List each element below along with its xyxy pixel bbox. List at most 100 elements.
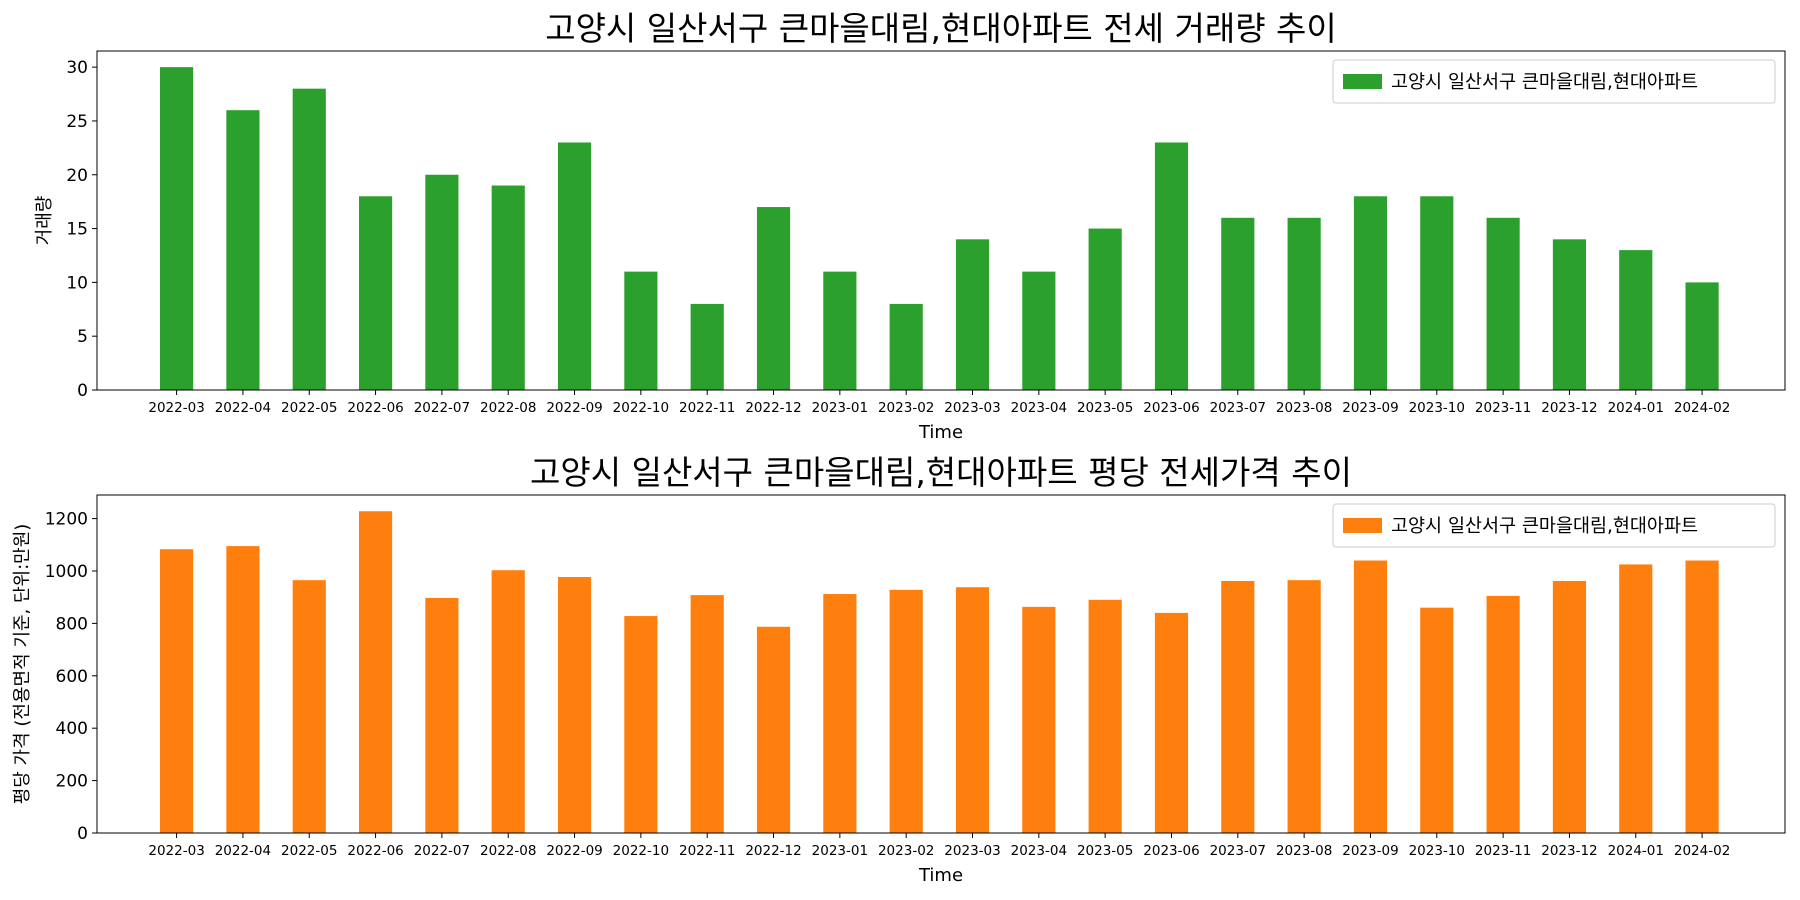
- x-tick-label: 2023-05: [1077, 843, 1133, 859]
- x-tick-label: 2022-12: [745, 843, 801, 859]
- x-tick-label: 2023-01: [812, 400, 868, 416]
- x-tick-label: 2022-04: [215, 400, 271, 416]
- y-tick-label: 1200: [45, 510, 88, 530]
- x-tick-label: 2023-03: [944, 400, 1000, 416]
- x-tick-label: 2023-09: [1342, 400, 1398, 416]
- x-tick-label: 2024-01: [1608, 843, 1664, 859]
- x-axis-label: Time: [918, 422, 963, 443]
- x-tick-label: 2022-04: [215, 843, 271, 859]
- x-tick-label: 2023-02: [878, 400, 934, 416]
- x-tick-label: 2023-12: [1541, 400, 1597, 416]
- bar-2022-04: [226, 546, 260, 833]
- bar-2023-06: [1154, 142, 1189, 390]
- bar-2023-08: [1287, 580, 1321, 833]
- y-tick-label: 30: [66, 58, 88, 78]
- bar-2024-02: [1685, 282, 1719, 390]
- bar-2022-07: [425, 597, 459, 833]
- bar-2024-01: [1619, 250, 1653, 390]
- bar-2023-05: [1088, 599, 1122, 833]
- x-tick-label: 2022-08: [480, 400, 536, 416]
- bar-2022-10: [624, 271, 658, 390]
- y-tick-label: 10: [66, 273, 88, 293]
- y-tick-label: 15: [66, 220, 88, 240]
- bar-2023-02: [889, 589, 923, 833]
- legend-label: 고양시 일산서구 큰마을대림,현대아파트: [1391, 72, 1698, 93]
- bar-2023-01: [823, 594, 857, 833]
- bar-2022-05: [292, 580, 326, 833]
- x-tick-label: 2022-09: [546, 843, 602, 859]
- x-tick-label: 2023-04: [1011, 400, 1067, 416]
- bar-2023-09: [1353, 196, 1388, 390]
- x-tick-label: 2023-07: [1210, 400, 1266, 416]
- bar-2022-12: [756, 626, 791, 833]
- legend-box: [1332, 503, 1776, 548]
- legend-label: 고양시 일산서구 큰마을대림,현대아파트: [1391, 516, 1698, 537]
- x-tick-label: 2023-05: [1077, 400, 1133, 416]
- x-tick-label: 2023-09: [1342, 843, 1398, 859]
- bar-2022-03: [160, 549, 194, 833]
- chart-title: 고양시 일산서구 큰마을대림,현대아파트 평당 전세가격 추이: [530, 453, 1352, 492]
- bar-2023-10: [1420, 607, 1454, 833]
- x-tick-label: 2023-06: [1143, 400, 1199, 416]
- plot-frame: [96, 50, 1786, 391]
- y-tick-label: 400: [56, 719, 88, 739]
- bar-2023-07: [1221, 580, 1255, 833]
- bar-2023-05: [1088, 228, 1122, 390]
- bar-2023-03: [955, 239, 990, 390]
- x-tick-label: 2022-07: [414, 843, 470, 859]
- bar-2022-10: [624, 616, 658, 833]
- x-tick-label: 2023-10: [1409, 843, 1465, 859]
- x-tick-label: 2023-03: [944, 843, 1000, 859]
- bar-2023-12: [1552, 239, 1587, 390]
- x-tick-label: 2023-11: [1475, 400, 1531, 416]
- x-tick-label: 2022-10: [613, 843, 669, 859]
- price-chart: 0 200 400 600 800 1000 1200 2022-03 2022-04 2022-…: [12, 453, 1786, 886]
- x-tick-label: 2024-01: [1608, 400, 1664, 416]
- y-tick-label: 800: [56, 614, 88, 634]
- x-tick-label: 2022-12: [745, 400, 801, 416]
- bar-2024-01: [1619, 564, 1653, 833]
- x-tick-label: 2024-02: [1674, 843, 1730, 859]
- y-tick-label: 5: [77, 327, 88, 347]
- legend-swatch: [1343, 74, 1382, 89]
- bar-2022-08: [491, 185, 525, 390]
- bar-2022-06: [358, 511, 393, 833]
- volume-chart: 0 5 10 15 20 25 30 2022-03 2022-04 2022-05 2022-06…: [34, 9, 1786, 443]
- x-tick-label: 2022-10: [613, 400, 669, 416]
- x-tick-label: 2023-08: [1276, 400, 1332, 416]
- bar-2023-04: [1022, 271, 1056, 390]
- x-tick-label: 2023-12: [1541, 843, 1597, 859]
- bar-2023-12: [1552, 580, 1587, 833]
- x-tick-label: 2023-10: [1409, 400, 1465, 416]
- bar-2022-11: [690, 303, 724, 390]
- legend-box: [1332, 59, 1776, 104]
- bar-2022-06: [358, 196, 393, 390]
- bar-2023-08: [1287, 217, 1321, 390]
- x-tick-label: 2022-03: [148, 843, 204, 859]
- bar-2023-07: [1221, 217, 1255, 390]
- y-axis-label: 평당 가격 (전용면적 기준, 단위:만원): [12, 524, 33, 805]
- bar-2023-09: [1353, 560, 1388, 833]
- y-tick-label: 600: [56, 667, 88, 687]
- y-tick-label: 200: [56, 772, 88, 792]
- x-tick-label: 2022-05: [281, 400, 337, 416]
- bar-2023-11: [1486, 217, 1520, 390]
- bar-2022-07: [425, 174, 459, 390]
- bar-2022-08: [491, 570, 525, 833]
- bar-2023-10: [1420, 196, 1454, 390]
- x-tick-label: 2022-07: [414, 400, 470, 416]
- x-tick-label: 2022-08: [480, 843, 536, 859]
- bar-2022-11: [690, 595, 724, 833]
- y-tick-label: 20: [66, 166, 88, 186]
- x-tick-label: 2023-07: [1210, 843, 1266, 859]
- bar-2024-02: [1685, 560, 1719, 833]
- x-tick-label: 2022-09: [546, 400, 602, 416]
- y-axis-label: 거래량: [34, 196, 55, 246]
- bar-2022-05: [292, 88, 326, 391]
- x-tick-label: 2022-03: [148, 400, 204, 416]
- x-tick-label: 2022-06: [347, 843, 403, 859]
- plot-frame: [96, 494, 1786, 834]
- x-tick-label: 2022-11: [679, 400, 735, 416]
- bar-2022-12: [756, 207, 791, 390]
